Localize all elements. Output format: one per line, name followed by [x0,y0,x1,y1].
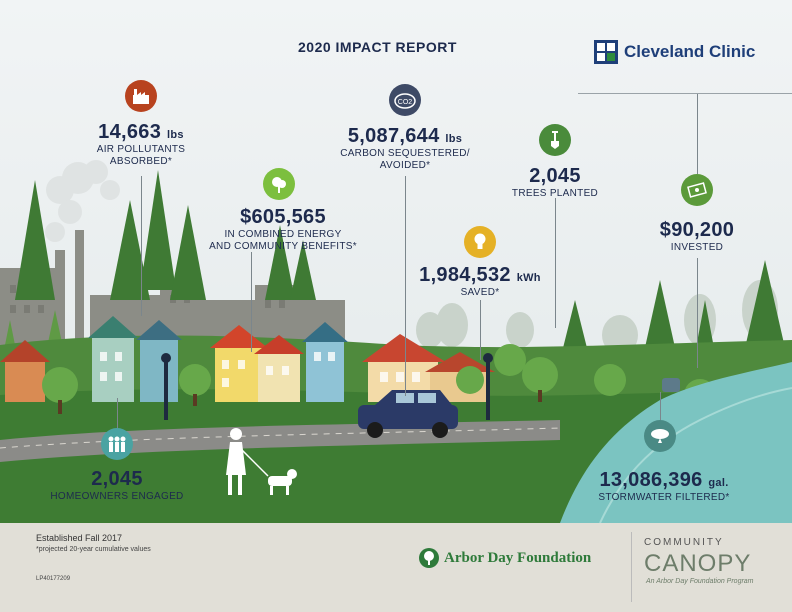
stat-trees-planted: 2,045 TREES PLANTED [500,165,610,200]
conifer-trees [15,170,790,380]
people-icon [101,428,133,460]
stat-label: AVOIDED* [379,160,431,171]
established-text: Established Fall 2017 [36,533,123,543]
stat-label: SAVED* [460,287,500,298]
leader-line [251,252,252,352]
stat-value: 2,045 [91,468,143,490]
svg-text:CO2: CO2 [398,99,413,106]
stat-value: 5,087,644 [347,125,440,147]
footer-band [0,523,792,612]
stat-unit: kWh [516,272,541,284]
stat-value: 1,984,532 [419,264,511,286]
cleveland-clinic-logo-icon [594,40,618,64]
divider-line [578,93,792,94]
brand-name: Cleveland Clinic [624,42,756,61]
lightbulb-icon [464,226,496,258]
leader-line [405,176,406,396]
leader-line [117,398,118,430]
stat-carbon: 5,087,644 lbs CARBON SEQUESTERED/ AVOIDE… [322,125,488,172]
woman-walking-dog [226,428,297,495]
stat-label: IN COMBINED ENERGY [224,229,342,240]
leader-line [660,392,661,422]
leader-line [141,176,142,316]
stat-energy: 1,984,532 kWh SAVED* [412,264,548,299]
footer-divider [631,532,632,602]
rain-cloud-icon [644,420,676,452]
stat-unit: lbs [167,129,184,141]
arbor-day-tree-icon [419,548,439,568]
stat-value: 13,086,396 [599,469,703,491]
stat-unit: lbs [445,133,463,145]
report-title: 2020 IMPACT REPORT [298,39,457,55]
street-lamps [161,353,493,420]
stat-stormwater: 13,086,396 gal. STORMWATER FILTERED* [576,469,752,504]
leader-line [697,258,698,368]
canopy-text: CANOPY [644,550,752,577]
leader-line [555,198,556,328]
arbor-day-foundation-logo[interactable]: Arbor Day Foundation [418,547,591,569]
leader-line [480,300,481,360]
stat-benefits: $605,565 IN COMBINED ENERGY AND COMMUNIT… [200,206,366,253]
row-houses [0,316,495,402]
stat-label: AIR POLLUTANTS [96,144,186,155]
footnote-text: *projected 20-year cumulative values [36,546,151,553]
car-illustration [358,390,458,438]
stat-label: INVESTED [670,242,724,253]
canopy-tagline: An Arbor Day Foundation Program [646,578,754,585]
stat-label: CARBON SEQUESTERED/ [340,148,470,159]
stat-value: 2,045 [529,165,581,187]
stat-unit: gal. [708,477,729,489]
stat-air-pollutants: 14,663 lbs AIR POLLUTANTS ABSORBED* [80,121,202,168]
shovel-icon [539,124,571,156]
stat-label: ABSORBED* [109,156,173,167]
co2-cloud-icon: CO2 [389,84,421,116]
community-text: COMMUNITY [644,537,724,548]
stat-value: $605,565 [240,206,326,228]
smoke-clouds [45,160,120,242]
stat-label: TREES PLANTED [511,188,599,199]
river [560,362,792,523]
tree-icon [263,168,295,200]
road [0,420,560,462]
stat-label: STORMWATER FILTERED* [598,492,730,503]
stat-homeowners: 2,045 HOMEOWNERS ENGAGED [40,468,194,503]
money-icon [681,174,713,206]
cleveland-clinic-brand[interactable]: Cleveland Clinic [594,40,755,64]
stat-value: 14,663 [98,121,162,143]
document-code: LP40177209 [36,576,71,582]
leader-line [697,94,698,174]
factory-icon [125,80,157,112]
stat-invested: $90,200 INVESTED [642,219,752,254]
arbor-day-name: Arbor Day Foundation [444,549,592,566]
stat-label: HOMEOWNERS ENGAGED [50,491,184,502]
drain-pipe [662,378,680,392]
stat-label: AND COMMUNITY BENEFITS* [209,241,357,252]
stat-value: $90,200 [659,219,735,241]
